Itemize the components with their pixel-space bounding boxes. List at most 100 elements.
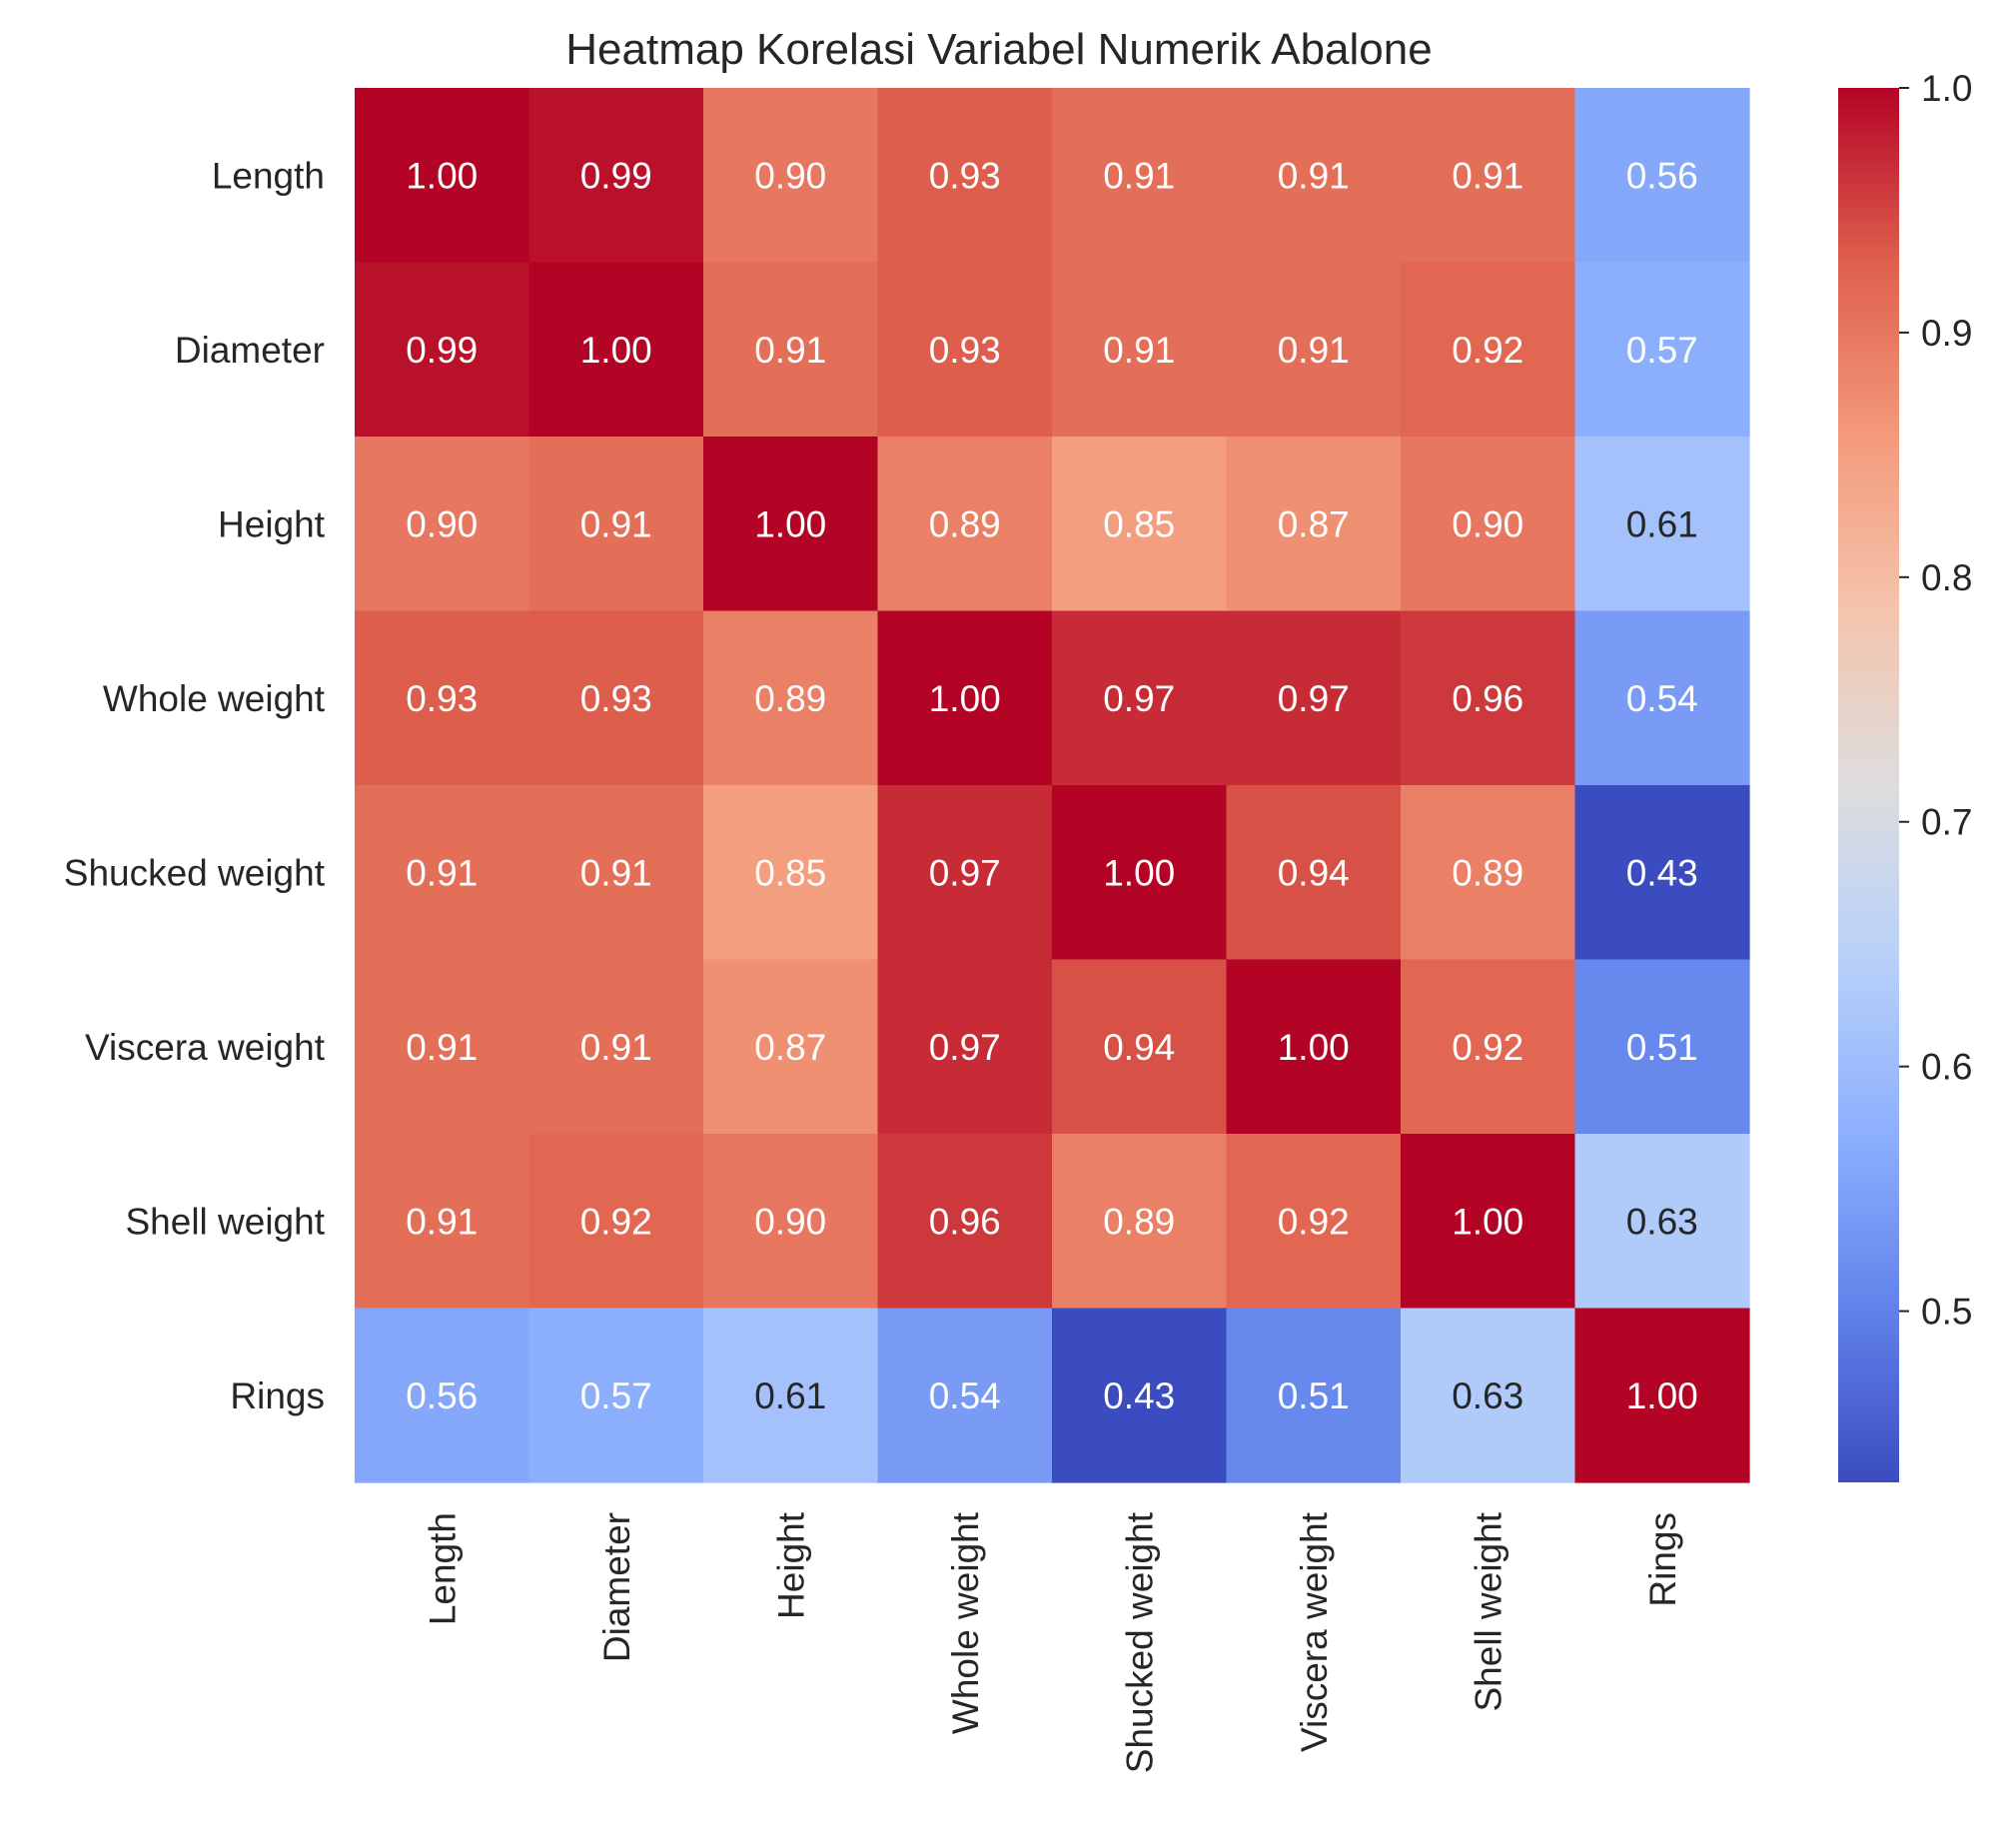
cell-value-label: 0.56 — [1626, 155, 1698, 196]
heatmap-cell-whole-weight-rings — [1574, 610, 1750, 786]
cell-value-label: 0.63 — [1626, 1201, 1698, 1242]
x-tick-label-height: Height — [770, 1511, 811, 1619]
cell-value-label: 0.54 — [1626, 678, 1698, 719]
heatmap-cell-shucked-weight-viscera-weight — [1226, 785, 1402, 961]
heatmap-cell-height-shell-weight — [1401, 437, 1576, 612]
heatmap-cell-length-shucked-weight — [1052, 88, 1228, 264]
heatmap-cell-height-diameter — [528, 437, 704, 612]
chart-title: Heatmap Korelasi Variabel Numerik Abalon… — [565, 25, 1432, 74]
heatmap-cell-rings-height — [703, 1308, 879, 1483]
heatmap-cell-shell-weight-rings — [1574, 1134, 1750, 1310]
cell-value-label: 1.00 — [1278, 1027, 1350, 1068]
cell-value-label: 0.90 — [754, 155, 826, 196]
colorbar-tick-label: 0.9 — [1921, 313, 1972, 354]
cell-value-label: 0.91 — [754, 330, 826, 371]
heatmap-cell-viscera-weight-height — [703, 959, 879, 1135]
cell-value-label: 0.91 — [1103, 330, 1175, 371]
heatmap-cell-height-viscera-weight — [1226, 437, 1402, 612]
x-tick-label-rings: Rings — [1642, 1512, 1683, 1607]
cell-value-label: 0.89 — [1103, 1201, 1175, 1242]
heatmap-cell-height-height — [703, 437, 879, 612]
cell-value-label: 0.93 — [580, 678, 652, 719]
cell-value-label: 0.57 — [580, 1375, 652, 1416]
cell-value-label: 0.87 — [1278, 503, 1350, 544]
cell-value-label: 0.93 — [406, 678, 478, 719]
cell-value-label: 0.91 — [580, 1027, 652, 1068]
cell-value-label: 0.91 — [1278, 330, 1350, 371]
cell-value-label: 0.51 — [1278, 1375, 1350, 1416]
heatmap-cell-height-whole-weight — [877, 437, 1053, 612]
y-tick-label-shell-weight: Shell weight — [125, 1201, 325, 1242]
x-tick-label-shell-weight: Shell weight — [1468, 1511, 1509, 1711]
cell-value-label: 0.97 — [1103, 678, 1175, 719]
heatmap-cell-rings-whole-weight — [877, 1308, 1053, 1483]
heatmap-cell-shucked-weight-length — [355, 785, 530, 961]
y-tick-label-length: Length — [212, 155, 325, 196]
cell-value-label: 0.85 — [1103, 503, 1175, 544]
colorbar-gradient — [1838, 88, 1899, 1482]
heatmap-cell-rings-length — [355, 1308, 530, 1483]
cell-value-label: 0.96 — [929, 1201, 1001, 1242]
cell-value-label: 0.92 — [580, 1201, 652, 1242]
colorbar: 0.5 0.6 0.7 0.8 0.9 1.0 — [1838, 68, 1972, 1482]
y-tick-label-height: Height — [218, 503, 326, 544]
cell-value-label: 0.94 — [1278, 852, 1350, 893]
heatmap-cell-whole-weight-height — [703, 610, 879, 786]
y-tick-label-diameter: Diameter — [175, 330, 325, 371]
heatmap-cell-rings-shell-weight — [1401, 1308, 1576, 1483]
heatmap-cell-whole-weight-shell-weight — [1401, 610, 1576, 786]
cell-value-label: 0.91 — [1278, 155, 1350, 196]
cell-value-label: 0.92 — [1278, 1201, 1350, 1242]
cell-value-label: 0.99 — [406, 330, 478, 371]
heatmap-cell-length-height — [703, 88, 879, 264]
cell-value-label: 0.97 — [929, 852, 1001, 893]
colorbar-tick-label: 0.7 — [1921, 802, 1972, 843]
cell-value-label: 0.89 — [1452, 852, 1523, 893]
colorbar-tick-label: 0.8 — [1921, 557, 1972, 598]
cell-value-label: 0.92 — [1452, 330, 1523, 371]
cell-value-label: 0.96 — [1452, 678, 1523, 719]
heatmap-cell-length-length — [355, 88, 530, 264]
cell-value-label: 1.00 — [580, 330, 652, 371]
y-tick-labels: Length Diameter Height Whole weight Shucked … — [64, 155, 326, 1416]
heatmap-cell-length-whole-weight — [877, 88, 1053, 264]
heatmap-cell-shell-weight-length — [355, 1134, 530, 1310]
x-tick-label-whole-weight: Whole weight — [945, 1511, 986, 1734]
heatmap-cell-shell-weight-shucked-weight — [1052, 1134, 1228, 1310]
y-tick-label-rings: Rings — [230, 1375, 325, 1416]
cell-value-label: 0.97 — [929, 1027, 1001, 1068]
cell-value-label: 0.61 — [1626, 503, 1698, 544]
cell-value-label: 0.91 — [1103, 155, 1175, 196]
cell-value-label: 1.00 — [1452, 1201, 1523, 1242]
y-tick-label-viscera-weight: Viscera weight — [85, 1027, 326, 1068]
heatmap-cell-whole-weight-viscera-weight — [1226, 610, 1402, 786]
heatmap-cell-viscera-weight-shucked-weight — [1052, 959, 1228, 1135]
heatmap-cell-shell-weight-viscera-weight — [1226, 1134, 1402, 1310]
heatmap-cell-viscera-weight-length — [355, 959, 530, 1135]
cell-value-label: 0.90 — [754, 1201, 826, 1242]
heatmap-cell-length-diameter — [528, 88, 704, 264]
heatmap-cell-rings-shucked-weight — [1052, 1308, 1228, 1483]
cell-value-label: 1.00 — [1103, 852, 1175, 893]
heatmap-cell-viscera-weight-shell-weight — [1401, 959, 1576, 1135]
heatmap-cell-diameter-whole-weight — [877, 262, 1053, 438]
cell-value-label: 0.61 — [754, 1375, 826, 1416]
cell-value-label: 0.91 — [406, 852, 478, 893]
cell-value-label: 1.00 — [929, 678, 1001, 719]
heatmap-cell-viscera-weight-diameter — [528, 959, 704, 1135]
cell-value-label: 0.91 — [406, 1201, 478, 1242]
heatmap-cell-whole-weight-length — [355, 610, 530, 786]
cell-value-label: 0.90 — [406, 503, 478, 544]
heatmap-cell-length-shell-weight — [1401, 88, 1576, 264]
heatmap-cell-shucked-weight-shell-weight — [1401, 785, 1576, 961]
heatmap-cell-shucked-weight-shucked-weight — [1052, 785, 1228, 961]
heatmap-cell-shucked-weight-whole-weight — [877, 785, 1053, 961]
colorbar-tick-label: 1.0 — [1921, 68, 1972, 109]
heatmap-cell-diameter-diameter — [528, 262, 704, 438]
y-tick-label-shucked-weight: Shucked weight — [64, 852, 326, 893]
x-tick-label-length: Length — [422, 1512, 463, 1625]
heatmap-cell-viscera-weight-viscera-weight — [1226, 959, 1402, 1135]
cell-value-label: 0.93 — [929, 155, 1001, 196]
colorbar-tick-label: 0.5 — [1921, 1292, 1972, 1333]
x-tick-label-viscera-weight: Viscera weight — [1294, 1511, 1335, 1752]
